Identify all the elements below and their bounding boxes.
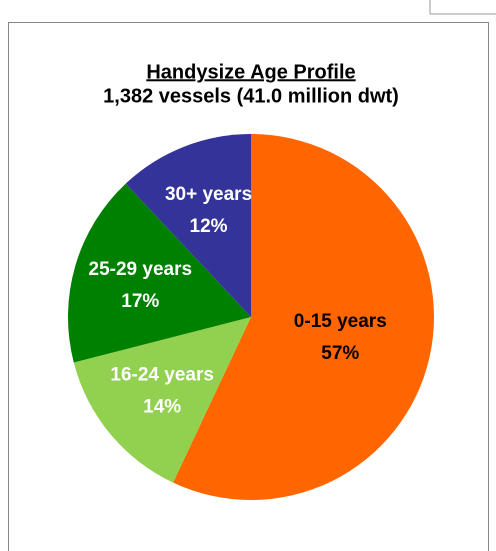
- chart-frame: [8, 22, 489, 551]
- pie-slice: [68, 183, 251, 363]
- pie-slice: [73, 317, 251, 483]
- slice-category-label: 25-29 years: [89, 259, 193, 280]
- slice-category-label: 30+ years: [165, 184, 252, 205]
- chart-subtitle: 1,382 vessels (41.0 million dwt): [103, 85, 399, 107]
- slice-value-label: 12%: [190, 216, 228, 237]
- pie: [68, 134, 435, 501]
- slice-category-label: 0-15 years: [294, 311, 387, 332]
- slice-value-label: 14%: [143, 397, 181, 418]
- slice-value-label: 57%: [321, 343, 359, 364]
- pie-slice: [125, 134, 251, 317]
- chart-title: Handysize Age Profile: [146, 61, 355, 83]
- data-labels: 0-15 years 57% 16-24 years 14% 25-29 years 17…: [89, 184, 387, 418]
- slice-value-label: 17%: [121, 291, 159, 312]
- pie-slice: [173, 134, 435, 501]
- slice-category-label: 16-24 years: [110, 365, 214, 386]
